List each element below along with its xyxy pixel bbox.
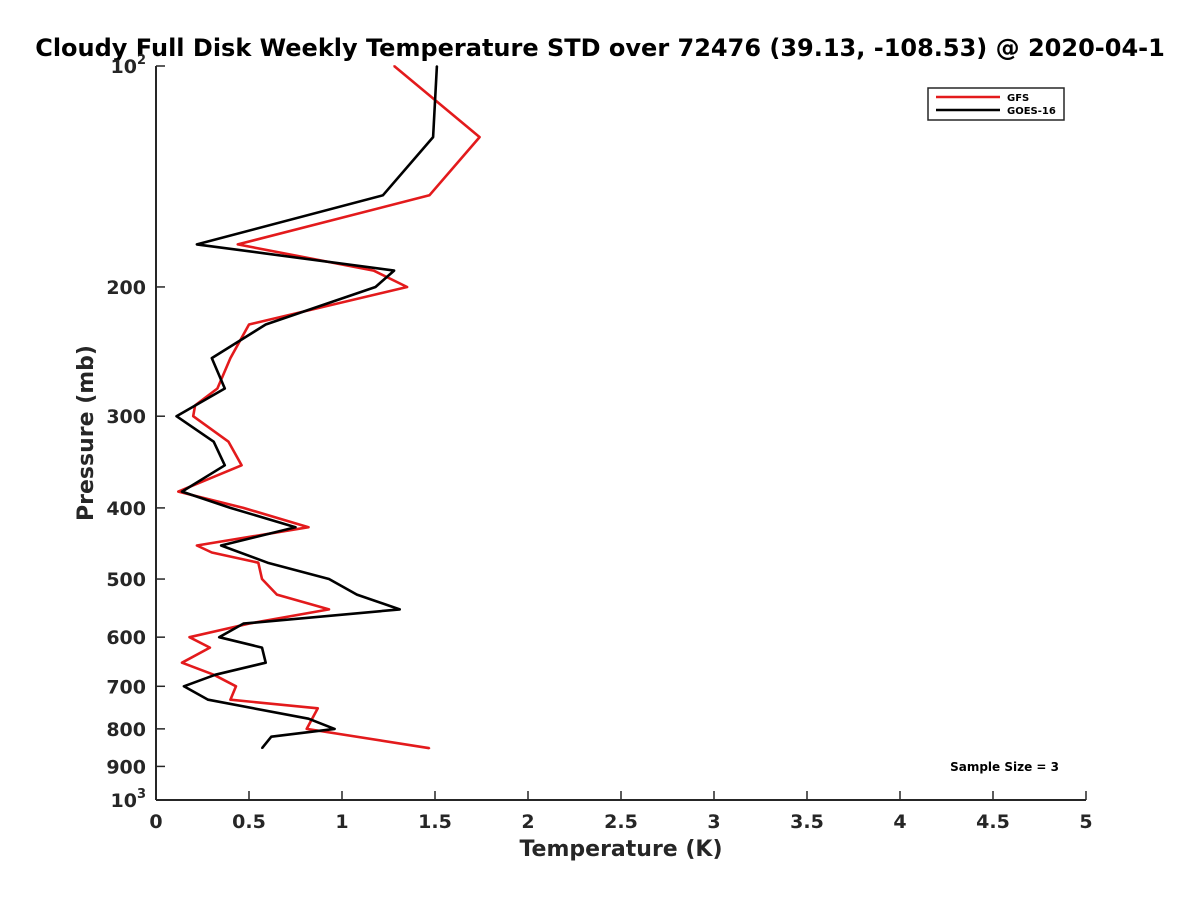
x-tick-label: 1 <box>335 811 348 833</box>
y-tick-label: 900 <box>106 756 146 778</box>
y-tick-label: 700 <box>106 676 146 698</box>
x-axis-ticks: 0 0.5 1 1.5 2 2.5 3 3.5 4 4.5 5 <box>149 791 1093 833</box>
data-point-gfs-14 <box>242 507 245 509</box>
data-point-goes16-17 <box>328 578 330 580</box>
data-point-goes16-9 <box>175 415 178 418</box>
data-point-goes16-14 <box>294 526 297 529</box>
data-point-gfs-6 <box>248 323 250 326</box>
data-point-goes16-26 <box>207 698 210 701</box>
x-tick-label: 3.5 <box>790 811 824 833</box>
x-tick-label: 3 <box>707 811 720 833</box>
y-axis-label: Pressure (mb) <box>74 345 99 521</box>
data-point-gfs-30 <box>305 728 308 730</box>
y-tick-label: 300 <box>106 406 146 428</box>
data-point-goes16-11 <box>223 464 226 467</box>
data-point-gfs-16 <box>196 544 198 547</box>
y-tick-label: 800 <box>106 719 146 741</box>
legend-label-gfs: GFS <box>1007 93 1029 104</box>
data-point-gfs-12 <box>240 464 243 467</box>
data-point-gfs-3 <box>236 243 239 246</box>
data-point-gfs-8 <box>216 387 219 390</box>
legend: GFS GOES-16 <box>927 87 1065 121</box>
data-point-gfs-7 <box>229 357 232 359</box>
data-point-goes16-7 <box>210 357 213 359</box>
data-point-goes16-15 <box>220 544 223 547</box>
y-tick-label: 600 <box>106 627 146 649</box>
data-point-goes16-0 <box>436 65 438 67</box>
x-tick-label: 0.5 <box>232 811 266 833</box>
legend-label-goes16: GOES-16 <box>1007 106 1056 117</box>
x-tick-label: 0 <box>149 811 162 833</box>
data-point-goes16-30 <box>261 747 263 750</box>
data-point-goes16-1 <box>432 136 434 139</box>
x-tick-label: 1.5 <box>418 811 452 833</box>
data-point-goes16-3 <box>196 243 198 246</box>
y-tick-label: 200 <box>106 277 146 299</box>
data-point-gfs-23 <box>188 636 191 639</box>
data-point-goes16-2 <box>382 194 384 197</box>
data-point-gfs-5 <box>406 286 408 288</box>
data-point-gfs-2 <box>428 194 431 197</box>
data-point-goes16-23 <box>264 661 267 664</box>
x-axis-label: Temperature (K) <box>519 837 722 862</box>
x-tick-label: 5 <box>1079 811 1092 833</box>
sample-size-annotation: Sample Size = 3 <box>950 760 1059 774</box>
data-point-goes16-13 <box>229 507 232 509</box>
data-point-goes16-6 <box>264 323 267 326</box>
data-point-gfs-10 <box>192 415 195 418</box>
data-point-gfs-25 <box>181 661 183 664</box>
data-point-gfs-24 <box>209 646 211 649</box>
data-point-goes16-8 <box>223 387 226 390</box>
data-point-gfs-0 <box>393 65 395 67</box>
series-line-gfs <box>177 65 481 750</box>
data-point-goes16-28 <box>333 728 336 730</box>
data-point-goes16-4 <box>393 269 395 272</box>
x-tick-label: 4.5 <box>976 811 1010 833</box>
plot-area: 0 0.5 1 1.5 2 2.5 3 3.5 4 4.5 5 102 200 300 400 500 600… <box>106 53 1092 833</box>
y-tick-label: 102 <box>111 53 147 78</box>
y-tick-label: 500 <box>106 569 146 591</box>
data-point-goes16-19 <box>398 608 401 611</box>
data-point-gfs-20 <box>276 593 278 596</box>
data-point-goes16-25 <box>183 685 185 688</box>
data-point-goes16-10 <box>212 440 215 443</box>
data-point-goes16-20 <box>242 622 245 625</box>
data-point-gfs-28 <box>229 698 232 701</box>
data-point-gfs-1 <box>478 136 481 139</box>
data-point-gfs-19 <box>261 578 263 580</box>
x-tick-label: 2.5 <box>604 811 638 833</box>
y-axis-ticks: 102 200 300 400 500 600 700 800 900 103 <box>106 53 165 812</box>
legend-box <box>927 87 1065 121</box>
data-point-goes16-5 <box>374 286 377 288</box>
x-tick-label: 4 <box>893 811 906 833</box>
data-point-goes16-29 <box>270 735 273 738</box>
data-point-gfs-15 <box>307 526 310 529</box>
chart-title: Cloudy Full Disk Weekly Temperature STD … <box>35 34 1165 62</box>
data-point-gfs-17 <box>210 551 213 554</box>
data-point-gfs-31 <box>428 747 431 750</box>
data-point-goes16-16 <box>266 561 269 564</box>
data-point-gfs-29 <box>316 707 319 710</box>
data-point-gfs-18 <box>257 561 260 564</box>
x-tick-label: 2 <box>521 811 534 833</box>
data-point-goes16-18 <box>356 593 358 596</box>
data-point-goes16-24 <box>214 673 217 676</box>
data-point-gfs-21 <box>328 608 330 611</box>
data-point-goes16-22 <box>261 646 263 649</box>
y-tick-label: 400 <box>106 498 146 520</box>
data-point-goes16-21 <box>218 636 221 639</box>
series-layer <box>175 65 481 750</box>
data-point-goes16-27 <box>307 717 310 720</box>
data-point-gfs-11 <box>227 440 230 443</box>
data-point-gfs-27 <box>235 685 237 688</box>
data-point-gfs-4 <box>372 269 375 272</box>
data-point-gfs-13 <box>177 490 180 493</box>
y-tick-label: 103 <box>111 787 147 812</box>
data-point-goes16-12 <box>181 490 183 493</box>
